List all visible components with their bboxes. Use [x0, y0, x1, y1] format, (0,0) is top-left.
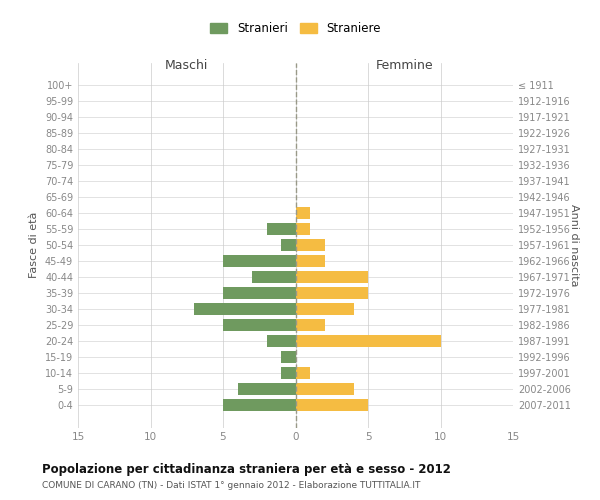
Y-axis label: Fasce di età: Fasce di età [29, 212, 39, 278]
Bar [223, 320, 296, 331]
Text: Maschi: Maschi [165, 59, 208, 72]
Bar [296, 255, 325, 267]
Bar [296, 304, 353, 315]
Bar [296, 320, 325, 331]
Bar [281, 368, 296, 379]
Bar [296, 207, 310, 218]
Bar [296, 368, 310, 379]
Bar [266, 336, 296, 347]
Bar [296, 336, 440, 347]
Bar [223, 400, 296, 411]
Bar [194, 304, 296, 315]
Bar [281, 352, 296, 363]
Bar [296, 239, 325, 251]
Bar [281, 239, 296, 251]
Y-axis label: Anni di nascita: Anni di nascita [569, 204, 579, 286]
Bar [223, 288, 296, 299]
Bar [296, 400, 368, 411]
Text: Femmine: Femmine [376, 59, 433, 72]
Bar [266, 223, 296, 235]
Legend: Stranieri, Straniere: Stranieri, Straniere [205, 18, 386, 40]
Bar [296, 272, 368, 283]
Bar [296, 223, 310, 235]
Bar [296, 288, 368, 299]
Bar [238, 384, 296, 395]
Text: Popolazione per cittadinanza straniera per età e sesso - 2012: Popolazione per cittadinanza straniera p… [42, 462, 451, 475]
Bar [296, 384, 353, 395]
Text: COMUNE DI CARANO (TN) - Dati ISTAT 1° gennaio 2012 - Elaborazione TUTTITALIA.IT: COMUNE DI CARANO (TN) - Dati ISTAT 1° ge… [42, 481, 421, 490]
Bar [252, 272, 296, 283]
Bar [223, 255, 296, 267]
